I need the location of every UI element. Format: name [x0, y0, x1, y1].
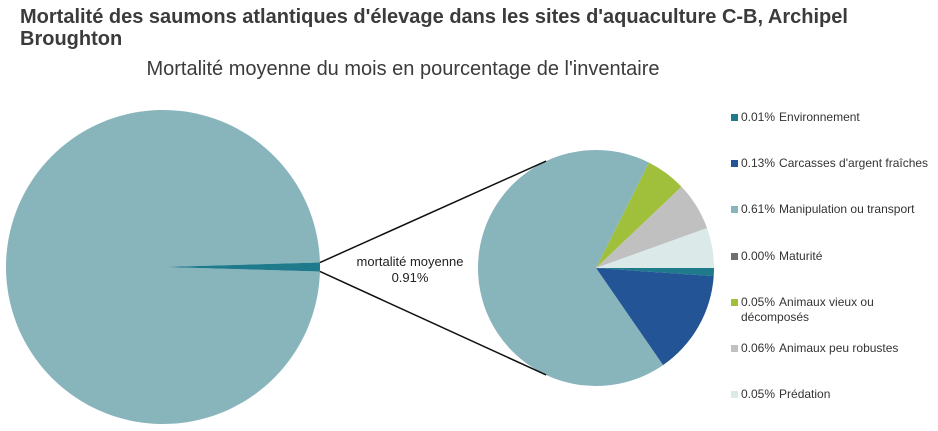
legend-entry: 0.13% Carcasses d'argent fraîches — [731, 156, 931, 171]
legend-swatch — [731, 114, 738, 121]
legend-label: Maturité — [779, 248, 823, 263]
legend-swatch — [731, 298, 738, 306]
legend-entry: 0.05% Prédation — [731, 387, 931, 402]
legend-label: Prédation — [779, 387, 831, 402]
legend-label: Manipulation ou transport — [779, 202, 915, 217]
legend-text: 0.01% Environnement — [741, 110, 931, 125]
legend-value: 0.13% — [741, 156, 776, 171]
connector — [319, 270, 547, 376]
connector — [319, 160, 547, 264]
legend-entry: 0.00% Maturité — [731, 249, 931, 264]
legend-value: 0.06% — [741, 341, 776, 355]
legend-swatch — [731, 252, 738, 260]
main-slice-value: 0.91% — [392, 270, 429, 285]
pie-slice — [596, 186, 708, 268]
legend-value: 0.01% — [741, 110, 776, 124]
legend-value: 0.00% — [741, 248, 776, 263]
legend-swatch — [731, 345, 738, 352]
legend-value: 0.61% — [741, 202, 776, 217]
legend-text: 0.06% Animaux peu robustes — [741, 341, 931, 356]
legend-text: 0.05% Prédation — [741, 387, 931, 402]
pie-slice — [596, 268, 714, 277]
legend-text: 0.13% Carcasses d'argent fraîches — [741, 156, 931, 171]
pie-slice — [163, 262, 321, 272]
legend-text: 0.00% Maturité — [741, 249, 931, 264]
legend-entry: 0.05% Animaux vieux ou décomposés — [731, 295, 931, 325]
legend-entry: 0.61% Manipulation ou transport — [731, 202, 931, 217]
legend-value: 0.05% — [741, 387, 776, 402]
main-slice-label: mortalité moyenne — [357, 254, 464, 269]
chart-subtitle: Mortalité moyenne du mois en pourcentage… — [146, 58, 660, 80]
pie-slice — [596, 228, 714, 268]
legend-label: Animaux peu robustes — [779, 341, 899, 355]
pie-slice — [596, 162, 682, 268]
pie-slice — [596, 268, 714, 366]
pie-slice — [6, 110, 320, 424]
legend-swatch — [731, 160, 738, 168]
legend-text: 0.61% Manipulation ou transport — [741, 202, 931, 217]
legend-label: Environnement — [779, 110, 860, 124]
legend-value: 0.05% — [741, 294, 776, 309]
legend-text: 0.05% Animaux vieux ou décomposés — [741, 295, 931, 325]
legend-entry: 0.01% Environnement — [731, 110, 931, 125]
pie-slice — [478, 150, 664, 387]
legend-entry: 0.06% Animaux peu robustes — [731, 341, 931, 356]
legend-swatch — [731, 206, 738, 214]
legend-swatch — [731, 391, 738, 399]
chart-title: Mortalité des saumons atlantiques d'élev… — [20, 6, 848, 50]
legend-label: Carcasses d'argent fraîches — [779, 156, 929, 171]
legend-label: Animaux vieux ou décomposés — [741, 294, 874, 324]
